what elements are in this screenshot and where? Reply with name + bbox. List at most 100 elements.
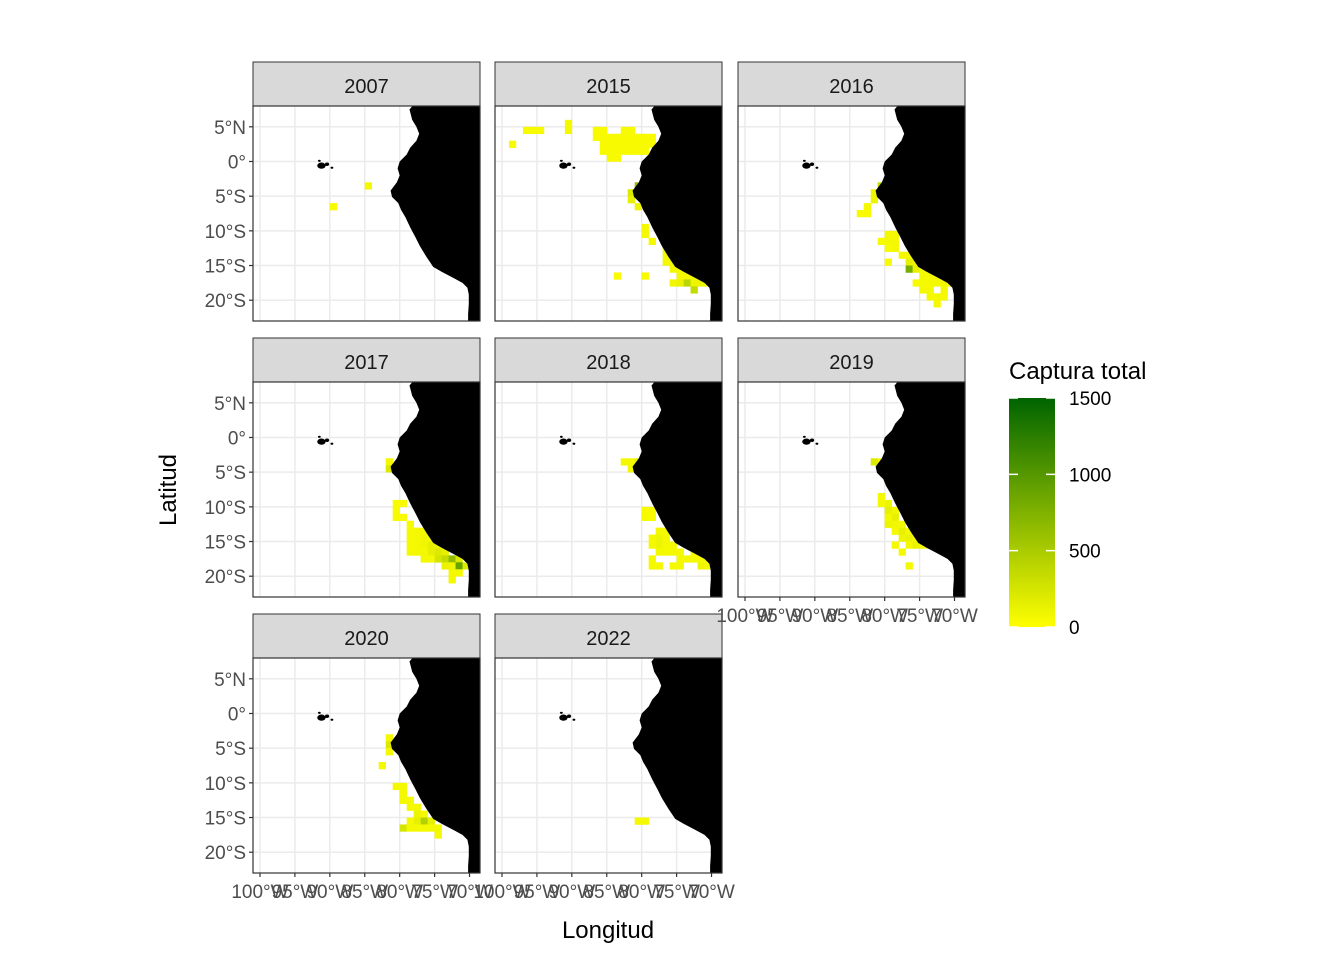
catch-cell [662, 541, 670, 549]
x-tick-label: 90°W [306, 882, 353, 903]
y-tick-label: 20°S [205, 567, 246, 588]
catch-cell [870, 458, 878, 466]
catch-cell [620, 147, 629, 155]
facet-panel-2019: 2019 [737, 337, 966, 598]
panel-plot-area [495, 106, 722, 321]
catch-cell [641, 140, 649, 148]
catch-cell [912, 279, 920, 287]
catch-cell [606, 147, 615, 155]
x-tick-label: 85°W [583, 882, 630, 903]
catch-cell [613, 272, 622, 280]
legend-label: 1500 [1069, 389, 1111, 410]
island [330, 442, 334, 445]
catch-cell [462, 562, 470, 570]
catch-cell [898, 548, 906, 556]
y-tick-label: 0° [228, 428, 246, 449]
panel-border [252, 381, 481, 598]
catch-cell [926, 279, 934, 287]
catch-cell [606, 133, 615, 141]
catch-cell [613, 140, 622, 148]
facet-strip-label: 2022 [586, 628, 631, 650]
panel-plot-area [253, 382, 480, 597]
x-tick-label: 80°W [618, 882, 665, 903]
catch-cell [522, 126, 531, 135]
catch-cell [620, 458, 629, 466]
island [324, 714, 330, 718]
catch-cell [606, 140, 615, 148]
catch-cell [919, 272, 927, 280]
y-tick-label: 5°S [215, 739, 246, 760]
catch-cell [690, 286, 698, 294]
catch-cell [676, 279, 684, 287]
catch-cell [648, 534, 656, 542]
catch-cell [627, 465, 635, 473]
island [330, 166, 334, 169]
catch-cell [441, 548, 449, 556]
catch-cell [655, 548, 663, 556]
catch-cell [427, 541, 435, 549]
panel-border [494, 381, 723, 598]
island [559, 714, 568, 721]
y-tick-label: 5°N [214, 118, 246, 139]
catch-cell [536, 126, 545, 135]
catch-cell [891, 506, 899, 515]
land-mass [390, 658, 480, 873]
catch-cell [406, 824, 414, 832]
y-axis-title: Latitud [155, 454, 182, 526]
catch-cell [634, 140, 642, 148]
land-mass [632, 658, 722, 873]
catch-cell [399, 782, 407, 791]
catch-cell [392, 506, 400, 515]
catch-cell [406, 548, 414, 556]
catch-cell [406, 534, 414, 542]
catch-cell [648, 555, 656, 563]
catch-cell [508, 140, 517, 148]
catch-cell [413, 534, 421, 542]
catch-cell [641, 272, 649, 280]
catch-cell [940, 279, 948, 287]
catch-cell [919, 279, 927, 287]
catch-cell [413, 810, 421, 818]
catch-cell [385, 741, 393, 749]
catch-cell [613, 154, 622, 162]
catch-cell [690, 279, 698, 287]
catch-cell [926, 286, 934, 294]
x-tick-label: 90°W [791, 606, 838, 627]
catch-cell [448, 576, 456, 584]
x-tick-label: 75°W [411, 882, 458, 903]
catch-cell [399, 789, 407, 798]
catch-cell [662, 251, 670, 259]
facet-panel-2016: 2016 [737, 61, 966, 322]
x-tick-label: 95°W [272, 882, 319, 903]
land-mass [390, 106, 480, 321]
catch-cell [441, 555, 449, 563]
catch-cell [648, 513, 656, 522]
catch-cell [926, 293, 934, 301]
y-tick-label: 10°S [205, 774, 246, 795]
x-tick-label: 75°W [653, 882, 700, 903]
catch-cell [891, 237, 899, 246]
catch-cell [378, 762, 387, 770]
catch-cell [856, 210, 865, 218]
panel-plot-area [253, 106, 480, 321]
catch-cell [413, 548, 421, 556]
y-tick-label: 5°N [214, 670, 246, 691]
x-tick-label: 100°W [473, 882, 530, 903]
catch-cell [434, 831, 442, 839]
y-tick-label: 0° [228, 152, 246, 173]
land-mass [632, 382, 722, 597]
y-tick-label: 5°S [215, 463, 246, 484]
x-tick-label: 85°W [826, 606, 873, 627]
island [815, 442, 819, 445]
catch-cell [627, 126, 635, 135]
island [559, 435, 563, 438]
x-tick-label: 70°W [688, 882, 735, 903]
catch-cell [399, 824, 407, 832]
catch-cell [420, 817, 428, 825]
catch-cell [641, 513, 649, 522]
catch-cell [870, 189, 878, 197]
catch-cell [420, 527, 428, 535]
catch-cell [641, 147, 649, 155]
catch-cell [641, 133, 649, 141]
